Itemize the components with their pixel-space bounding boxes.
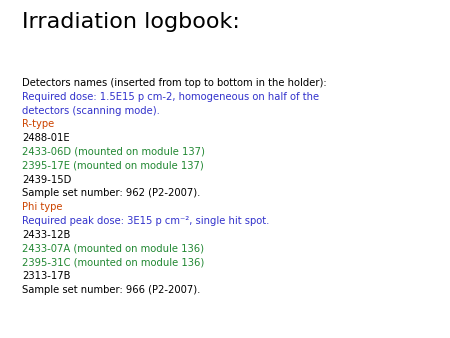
Text: 2433-07A (mounted on module 136): 2433-07A (mounted on module 136) xyxy=(22,244,204,254)
Text: 2433-12B: 2433-12B xyxy=(22,230,70,240)
Text: 2433-06D (mounted on module 137): 2433-06D (mounted on module 137) xyxy=(22,147,205,157)
Text: 2488-01E: 2488-01E xyxy=(22,133,70,143)
Text: 2395-17E (mounted on module 137): 2395-17E (mounted on module 137) xyxy=(22,161,204,171)
Text: detectors (scanning mode).: detectors (scanning mode). xyxy=(22,105,160,116)
Text: Phi type: Phi type xyxy=(22,202,63,212)
Text: R-type: R-type xyxy=(22,119,54,129)
Text: Detectors names (inserted from top to bottom in the holder):: Detectors names (inserted from top to bo… xyxy=(22,78,327,88)
Text: 2439-15D: 2439-15D xyxy=(22,175,72,185)
Text: Sample set number: 966 (P2-2007).: Sample set number: 966 (P2-2007). xyxy=(22,285,200,295)
Text: 2313-17B: 2313-17B xyxy=(22,271,71,281)
Text: Required dose: 1.5E15 p cm-2, homogeneous on half of the: Required dose: 1.5E15 p cm-2, homogeneou… xyxy=(22,92,319,102)
Text: 2395-31C (mounted on module 136): 2395-31C (mounted on module 136) xyxy=(22,258,204,267)
Text: Sample set number: 962 (P2-2007).: Sample set number: 962 (P2-2007). xyxy=(22,188,200,198)
Text: Irradiation logbook:: Irradiation logbook: xyxy=(22,12,240,32)
Text: Required peak dose: 3E15 p cm⁻², single hit spot.: Required peak dose: 3E15 p cm⁻², single … xyxy=(22,216,270,226)
